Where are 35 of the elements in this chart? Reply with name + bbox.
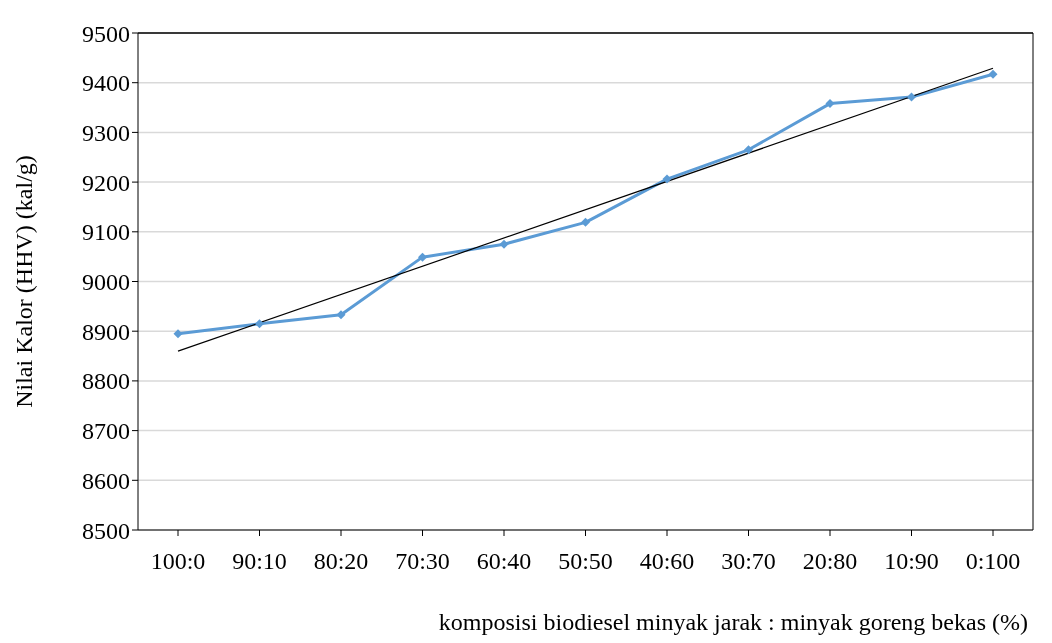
y-tick-label: 9300 <box>82 119 130 146</box>
x-tick-label: 100:0 <box>150 548 206 575</box>
point <box>988 69 998 79</box>
point <box>255 319 264 329</box>
point <box>825 99 835 109</box>
point <box>662 174 672 184</box>
point <box>907 92 916 102</box>
x-tick-label: 40:60 <box>639 548 695 575</box>
y-tick-label: 9000 <box>82 269 130 296</box>
y-tick-label: 8700 <box>82 418 130 445</box>
point <box>336 310 346 320</box>
x-tick-label: 90:10 <box>232 548 287 575</box>
point <box>744 145 753 155</box>
y-tick-label: 9200 <box>82 169 130 196</box>
x-axis-title: komposisi biodiesel minyak jarak : minyak goreng bekas (%) <box>438 609 1028 635</box>
y-tick-label: 8900 <box>82 318 130 345</box>
y-axis-title: Nilai Kalor (HHV) (kal/g) <box>10 155 37 408</box>
y-tick-label: 8800 <box>82 368 130 395</box>
point <box>499 239 509 249</box>
x-tick-label: 60:40 <box>476 548 532 575</box>
point <box>173 329 183 339</box>
x-tick-label: 30:70 <box>721 548 776 575</box>
y-tick-label: 9400 <box>82 70 130 97</box>
y-tick-label: 9500 <box>82 20 130 47</box>
x-tick-label: 10:90 <box>884 548 939 575</box>
x-tick-label: 0:100 <box>965 548 1021 575</box>
y-tick-label: 9100 <box>82 219 130 246</box>
x-tick-label: 50:50 <box>558 548 613 575</box>
y-tick-label: 8600 <box>82 467 130 494</box>
y-tick-label: 8500 <box>82 517 130 544</box>
x-tick-label: 20:80 <box>802 548 858 575</box>
point <box>418 252 427 262</box>
x-tick-label: 80:20 <box>313 548 369 575</box>
point <box>581 217 590 227</box>
x-tick-label: 70:30 <box>395 548 450 575</box>
